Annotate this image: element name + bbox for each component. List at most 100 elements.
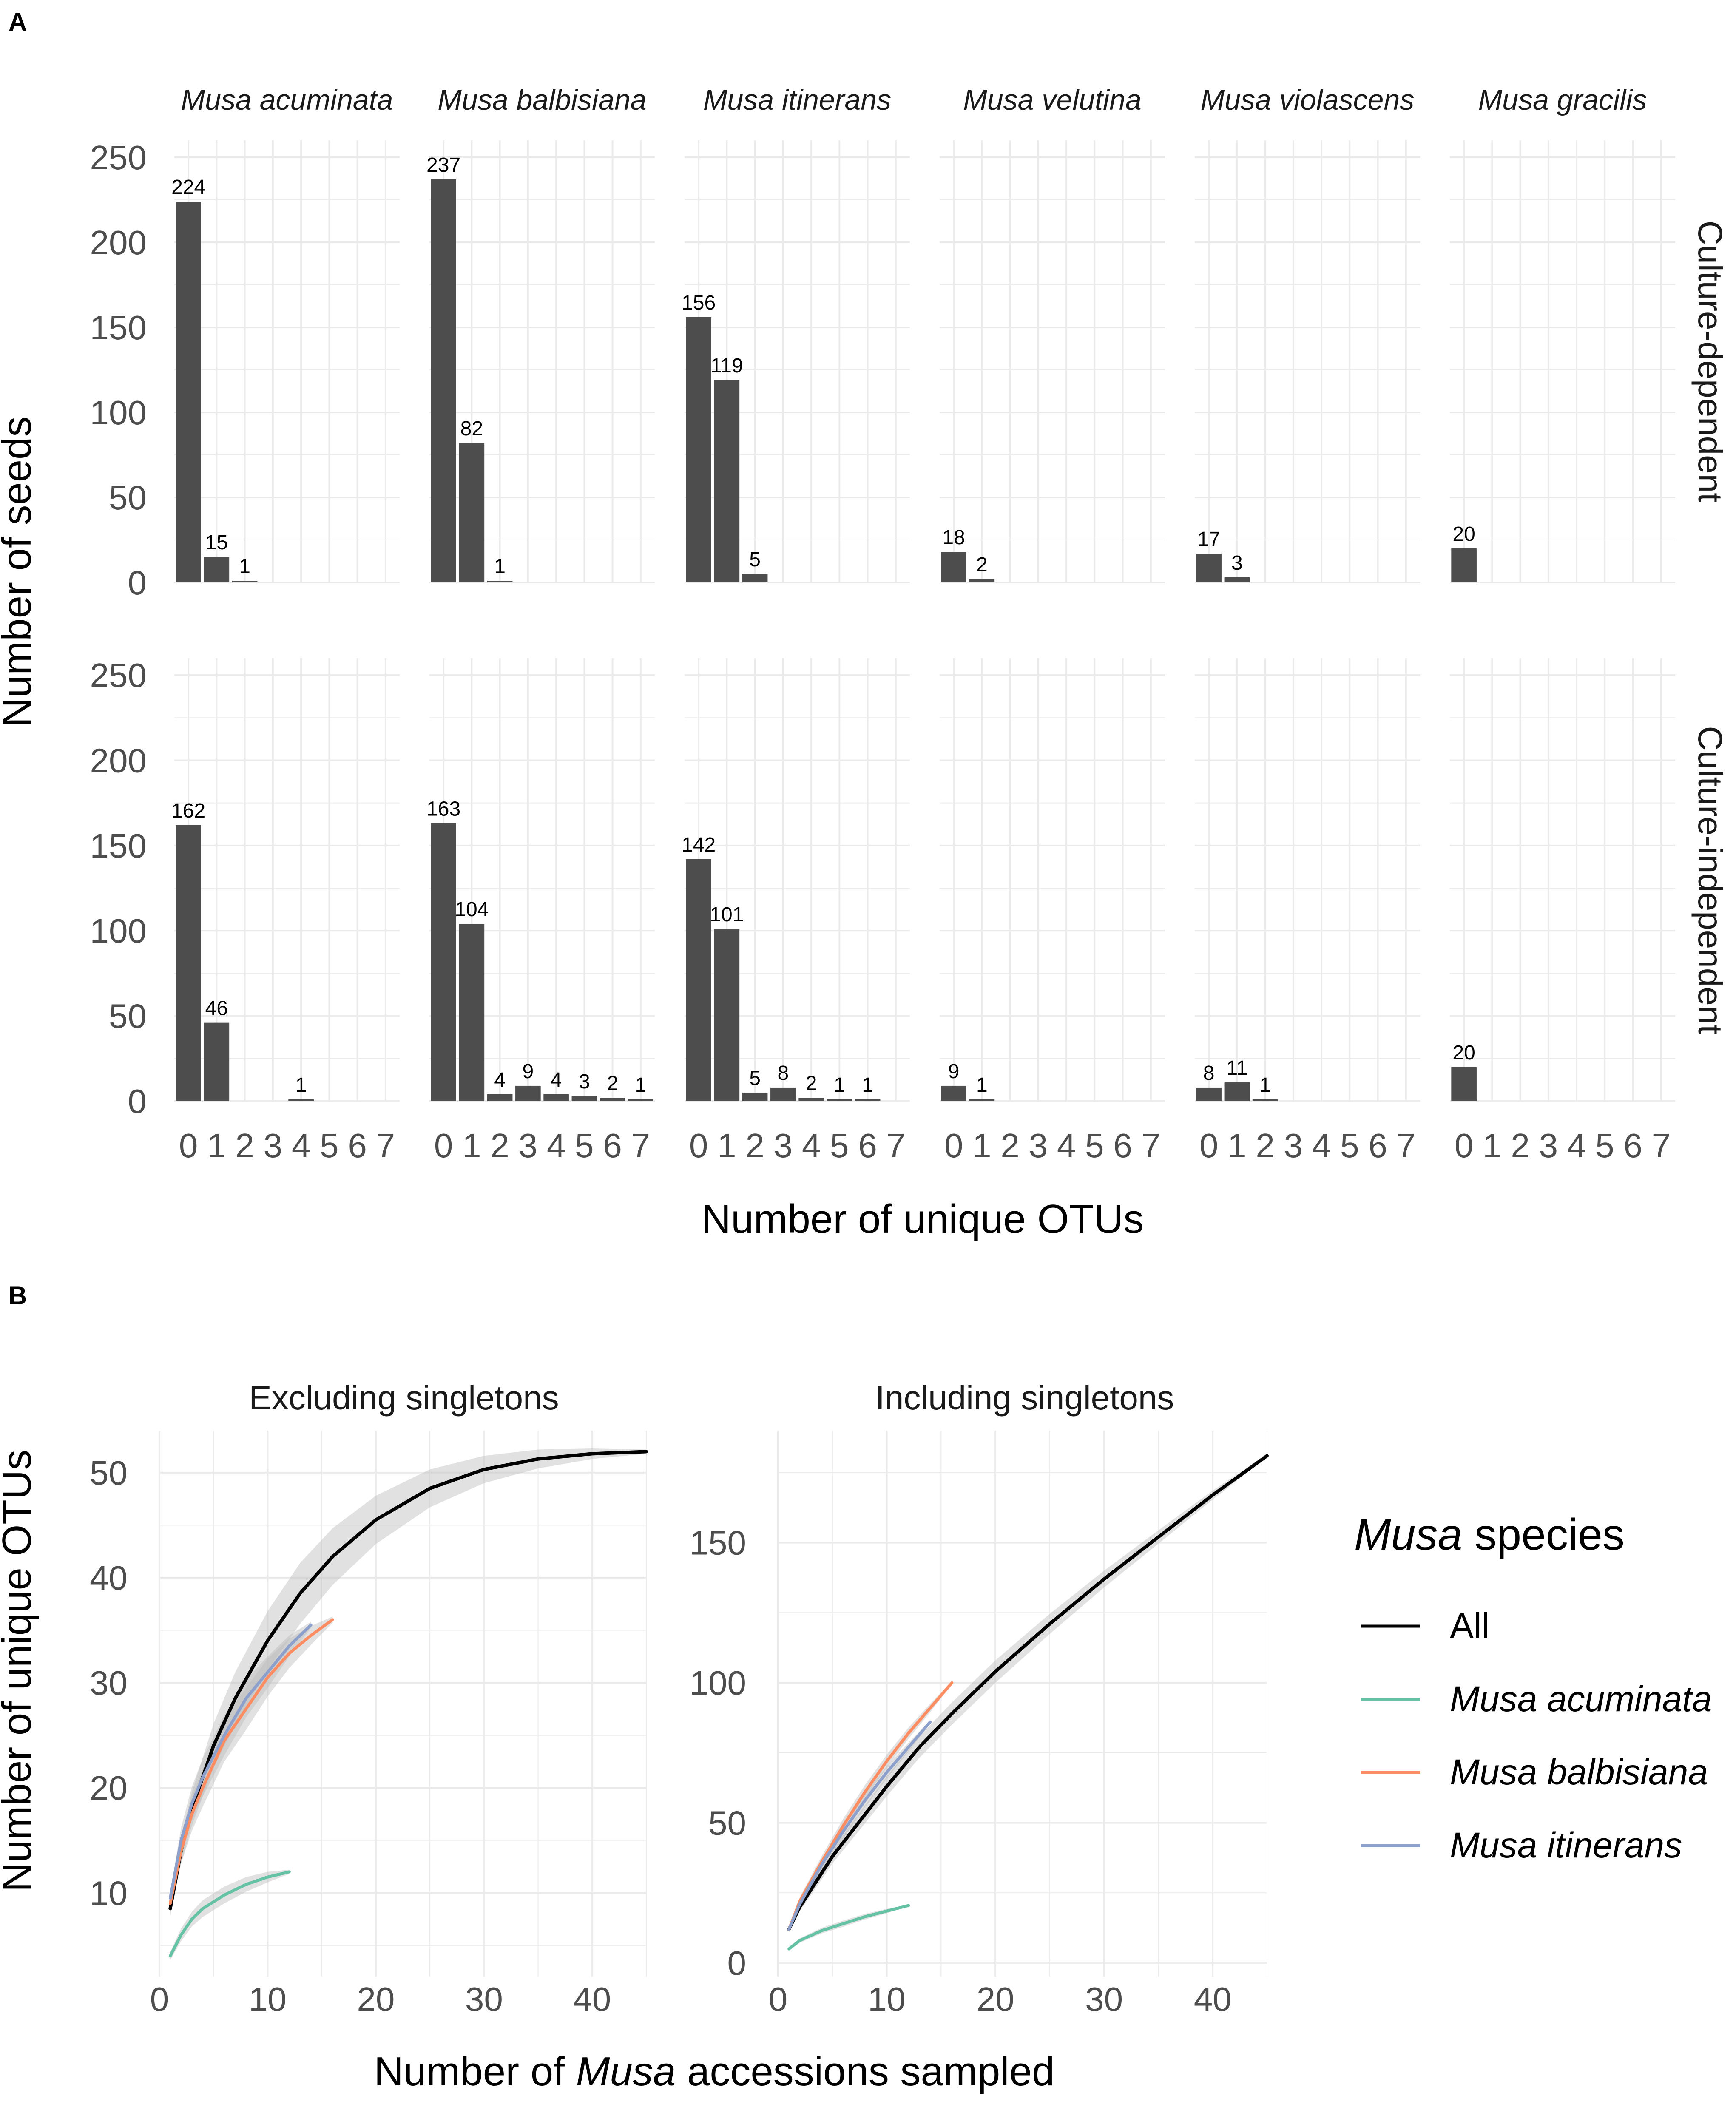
y-tick-label: 100 (90, 394, 147, 432)
bar-value-label: 82 (460, 417, 483, 440)
x-tick-label: 7 (1652, 1127, 1671, 1164)
strip-musa-itinerans: Musa itinerans (703, 84, 891, 116)
x-tick-label: 5 (1340, 1127, 1359, 1164)
x-tick-label: 1 (717, 1127, 736, 1164)
strip-musa-balbisiana: Musa balbisiana (438, 84, 646, 116)
x-tick-label: 0 (179, 1127, 198, 1164)
x-tick-label: 3 (774, 1127, 793, 1164)
x-tick-label: 4 (292, 1127, 311, 1164)
x-tick-label: 1 (972, 1127, 992, 1164)
strip-musa-violascens: Musa violascens (1201, 84, 1415, 116)
x-tick-label: 3 (1539, 1127, 1558, 1164)
y-tick-label: 150 (90, 827, 147, 865)
bar-musa-itinerans-dep-0 (686, 317, 711, 582)
x-tick-label: 1 (462, 1127, 481, 1164)
x-tick-label: 2 (1000, 1127, 1020, 1164)
y-tick-label-excluding: 50 (90, 1454, 128, 1492)
bar-musa-balbisiana-dep-0 (431, 179, 456, 582)
x-tick-label-including: 0 (769, 1980, 788, 2018)
bar-musa-balbisiana-dep-2 (487, 581, 513, 582)
x-tick-label: 1 (1483, 1127, 1502, 1164)
bar-value-label: 9 (948, 1060, 960, 1083)
y-tick-label-including: 50 (708, 1804, 746, 1842)
x-tick-label: 2 (490, 1127, 509, 1164)
bar-value-label: 4 (551, 1069, 562, 1091)
bar-value-label: 11 (1226, 1057, 1247, 1079)
x-tick-label: 1 (1227, 1127, 1247, 1164)
bar-value-label: 156 (682, 292, 716, 314)
x-tick-label: 3 (519, 1127, 538, 1164)
bar-musa-itinerans-indep-1 (714, 929, 740, 1101)
x-tick-label: 7 (1397, 1127, 1416, 1164)
bar-musa-balbisiana-indep-2 (487, 1094, 513, 1101)
bar-musa-acuminata-indep-0 (176, 825, 201, 1101)
x-tick-label: 2 (235, 1127, 254, 1164)
bar-musa-balbisiana-indep-3 (515, 1085, 541, 1101)
curve-acuminata-including (787, 1904, 910, 1951)
bar-musa-itinerans-indep-2 (742, 1092, 768, 1101)
bar-value-label: 119 (710, 355, 743, 377)
bar-value-label: 1 (494, 555, 506, 578)
subplot-title-excluding: Excluding singletons (249, 1379, 559, 1417)
bar-value-label: 1 (295, 1074, 307, 1096)
x-tick-label: 4 (802, 1127, 821, 1164)
bar-musa-acuminata-dep-1 (204, 557, 230, 582)
x-tick-label: 0 (1455, 1127, 1474, 1164)
panel-b-gridlines (159, 1431, 1267, 1977)
bar-value-label: 3 (1231, 552, 1243, 574)
bar-value-label: 5 (749, 1067, 761, 1090)
bar-musa-itinerans-indep-3 (770, 1087, 796, 1101)
panel-a-gridlines (174, 140, 1675, 1102)
bar-value-label: 1 (635, 1074, 647, 1096)
bar-musa-balbisiana-indep-5 (571, 1096, 597, 1101)
bar-musa-itinerans-indep-6 (855, 1099, 881, 1101)
bar-musa-acuminata-indep-1 (204, 1022, 230, 1101)
y-tick-label: 150 (90, 309, 147, 346)
bar-value-label: 8 (1203, 1062, 1215, 1085)
x-tick-label: 0 (689, 1127, 708, 1164)
bar-value-label: 163 (426, 798, 460, 821)
bar-musa-violascens-indep-1 (1224, 1082, 1250, 1101)
bar-musa-velutina-dep-0 (941, 552, 966, 582)
bar-value-label: 1 (976, 1074, 988, 1096)
bar-musa-balbisiana-dep-1 (459, 443, 485, 582)
y-tick-label-excluding: 10 (90, 1874, 128, 1912)
x-tick-label: 1 (207, 1127, 226, 1164)
row-label-culture-dependent: Culture-dependent (1691, 221, 1729, 503)
y-tick-label: 50 (109, 997, 147, 1035)
panel-b-tick-labels: 10 20 30 40 50 0 10 20 30 40 0 50 100 150 0 10 20 30 40 (90, 1454, 1232, 2018)
x-tick-label: 2 (1511, 1127, 1530, 1164)
y-tick-label: 250 (90, 656, 147, 694)
x-tick-label: 4 (1057, 1127, 1076, 1164)
y-tick-label-including: 100 (690, 1664, 746, 1702)
legend-label-all: All (1450, 1606, 1489, 1646)
bar-musa-itinerans-indep-0 (686, 859, 711, 1101)
bar-musa-balbisiana-indep-6 (600, 1097, 625, 1101)
bar-musa-balbisiana-indep-1 (459, 924, 485, 1101)
bar-musa-gracilis-indep-0 (1451, 1067, 1477, 1101)
ribbon-itinerans-including (789, 1721, 930, 1932)
bar-value-label: 3 (579, 1071, 590, 1093)
ribbon-acuminata-excluding (170, 1869, 290, 1960)
curve-all-including (787, 1454, 1269, 1931)
x-tick-label: 6 (1368, 1127, 1387, 1164)
bar-value-label: 20 (1452, 523, 1475, 545)
x-axis-title-suffix: accessions sampled (676, 2049, 1054, 2094)
x-tick-label: 6 (858, 1127, 877, 1164)
bar-musa-itinerans-indep-4 (798, 1097, 824, 1101)
bar-musa-itinerans-dep-2 (742, 574, 768, 582)
panel-a-y-tick-labels: 0 50 100 150 200 250 0 50 100 150 200 250 (90, 139, 147, 1120)
x-tick-label: 5 (1595, 1127, 1614, 1164)
strip-musa-velutina: Musa velutina (963, 84, 1142, 116)
y-tick-label-including: 150 (690, 1524, 746, 1562)
y-tick-label: 100 (90, 912, 147, 950)
bar-value-label: 1 (862, 1074, 873, 1096)
bar-musa-violascens-dep-1 (1224, 577, 1250, 582)
x-tick-label: 5 (575, 1127, 594, 1164)
bar-value-label: 142 (682, 834, 716, 856)
bar-value-label: 18 (942, 526, 965, 549)
row-label-culture-independent: Culture-independent (1691, 726, 1729, 1034)
bar-musa-itinerans-indep-5 (827, 1099, 852, 1101)
